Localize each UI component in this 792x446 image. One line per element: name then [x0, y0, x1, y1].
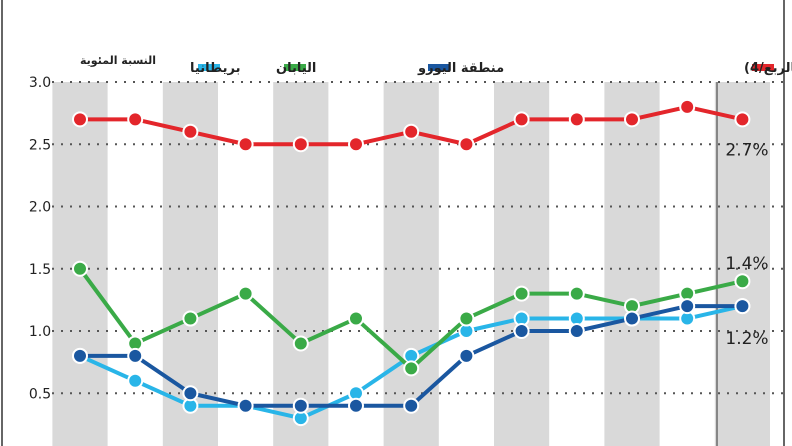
data-point	[127, 111, 144, 128]
legend-label-us: الولايات المتحدة (الربع/4 مقارنة بالربع/…	[744, 61, 792, 76]
data-point	[348, 136, 364, 153]
data-point	[513, 323, 530, 339]
data-point	[127, 347, 144, 364]
y-axis-label: النسبة المئوية	[80, 54, 156, 67]
legend-label-japan: اليابان	[276, 61, 316, 76]
data-point	[403, 360, 420, 377]
series-0	[72, 98, 751, 153]
data-point	[403, 397, 420, 414]
legend-swatch-uk	[198, 64, 220, 71]
data-point	[513, 111, 530, 128]
data-point	[734, 273, 751, 290]
y-tick-label: 0.5	[29, 386, 51, 402]
data-point	[348, 310, 364, 327]
data-point	[237, 397, 254, 414]
period-bands	[52, 82, 770, 446]
period-band	[494, 82, 550, 446]
y-tick-label: 1.0	[29, 324, 51, 340]
legend-swatch-japan	[284, 64, 306, 71]
y-tick-label: 3.0	[29, 75, 51, 91]
data-point	[734, 111, 751, 128]
data-point	[458, 136, 475, 153]
data-point	[568, 111, 585, 128]
data-point	[679, 98, 696, 115]
legend-swatch-us	[752, 64, 774, 71]
data-point	[513, 285, 530, 302]
data-point	[182, 385, 199, 402]
legend: الولايات المتحدة (الربع/4 مقارنة بالربع/…	[190, 61, 792, 76]
period-band	[604, 82, 660, 446]
data-point	[348, 397, 364, 414]
y-tick-label: 2.0	[29, 200, 51, 216]
data-point	[624, 111, 640, 128]
data-point	[292, 335, 309, 352]
legend-swatch-eurozone	[428, 64, 450, 71]
legend-label-uk: بريطانيا	[190, 61, 240, 76]
end-value-label: 2.7%	[725, 140, 768, 160]
end-value-label: 1.4%	[725, 254, 768, 274]
data-point	[72, 347, 88, 364]
series-layer	[72, 98, 751, 427]
data-point	[568, 323, 585, 339]
legend-label-eurozone: منطقة اليورو	[417, 61, 504, 76]
y-tick-label: 2.5	[29, 137, 51, 153]
data-point	[568, 285, 585, 302]
data-point	[624, 310, 640, 327]
data-point	[679, 298, 696, 315]
y-axis-ticks: 3.0 2.5 2.0 1.5 1.0 0.5	[29, 75, 51, 402]
data-point	[292, 397, 309, 414]
end-labels: 2.7% 1.4% 1.2%	[725, 140, 768, 349]
data-point	[182, 310, 199, 327]
period-band	[383, 82, 439, 446]
data-point	[72, 111, 88, 128]
data-point	[292, 136, 309, 153]
data-point	[734, 298, 751, 315]
series-2	[72, 260, 751, 377]
data-point	[127, 372, 144, 389]
data-point	[72, 260, 88, 277]
data-point	[182, 123, 199, 140]
data-point	[237, 136, 254, 153]
data-point	[458, 310, 475, 327]
data-point	[403, 123, 420, 140]
series-1	[72, 298, 751, 414]
data-point	[237, 285, 254, 302]
period-band	[714, 82, 770, 446]
end-value-label: 1.2%	[725, 329, 768, 349]
data-point	[458, 347, 475, 364]
y-tick-label: 1.5	[29, 262, 51, 278]
